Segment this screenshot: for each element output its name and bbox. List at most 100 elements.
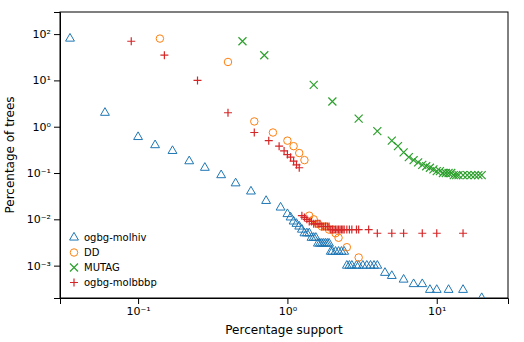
point [127, 37, 135, 45]
tick: 10⁻¹ [126, 298, 150, 318]
tick: 10⁻¹ [27, 167, 60, 180]
tick-mark [54, 34, 60, 35]
legend-label: ogbg-molbbbp [84, 277, 157, 288]
point [247, 186, 256, 194]
tick-mark [437, 298, 438, 304]
point [238, 37, 246, 45]
point [414, 158, 422, 166]
chart: 10⁻¹ 10⁰ 10¹10⁻³ 10⁻² 10⁻¹ 10⁰ 10¹ 10² ogbg-molh… [0, 0, 524, 342]
chart-container: 10⁻¹ 10⁰ 10¹10⁻³ 10⁻² 10⁻¹ 10⁰ 10¹ 10² ogbg-molh… [0, 0, 524, 342]
series [156, 35, 362, 261]
point [224, 58, 231, 65]
legend-item: MUTAG [70, 262, 120, 273]
tick-mark [54, 127, 60, 128]
point [373, 127, 381, 135]
point [381, 268, 390, 276]
legend-label: ogbg-molhiv [84, 232, 147, 243]
legend-label: MUTAG [84, 262, 120, 273]
tick: 10⁻³ [27, 260, 60, 273]
tick: 10⁻² [27, 213, 60, 226]
point [467, 171, 475, 179]
tick-label: 10⁰ [33, 121, 52, 134]
point [388, 229, 396, 237]
point [276, 202, 285, 210]
series [238, 37, 485, 179]
point [217, 170, 226, 178]
point [365, 226, 373, 234]
point [373, 261, 382, 269]
tick-mark [54, 173, 60, 174]
point [328, 247, 337, 255]
legend-symbol [70, 249, 77, 256]
plot: 10⁻¹ 10⁰ 10¹10⁻³ 10⁻² 10⁻¹ 10⁰ 10¹ 10² ogbg-molh… [27, 12, 509, 318]
tick-label: 10⁻² [27, 213, 51, 226]
point [387, 271, 396, 279]
point [185, 156, 194, 164]
point [310, 81, 318, 89]
legend-item: ogbg-molbbbp [70, 277, 157, 288]
tick: 10⁰ [33, 121, 60, 134]
tick-label: 10⁰ [279, 305, 298, 318]
series [127, 37, 467, 237]
point [477, 293, 486, 298]
point [409, 279, 418, 287]
point [168, 146, 177, 154]
tick-mark [54, 266, 60, 267]
point [455, 171, 463, 179]
point [459, 229, 467, 237]
y-axis-title: Percentage of trees [3, 96, 17, 213]
point [260, 51, 268, 59]
tick: 10² [33, 28, 60, 41]
point [66, 33, 75, 41]
legend-symbol [70, 264, 78, 272]
point [432, 285, 441, 293]
point [284, 137, 291, 144]
point [134, 132, 143, 140]
point [418, 229, 426, 237]
point [355, 254, 362, 261]
point [459, 171, 467, 179]
tick-mark [54, 219, 60, 220]
tick: 10⁰ [279, 298, 298, 318]
point [444, 285, 453, 293]
tick-mark [54, 80, 60, 81]
point [290, 142, 297, 149]
points [66, 33, 487, 298]
point [400, 229, 408, 237]
axis-line [61, 299, 509, 305]
tick: 10¹ [33, 74, 60, 87]
legend-item: DD [70, 247, 99, 258]
legend-label: DD [84, 247, 100, 258]
point [231, 178, 240, 186]
plot-frame [60, 12, 508, 298]
point [325, 238, 334, 246]
point [295, 149, 302, 156]
legend-symbol [70, 232, 79, 240]
tick-mark [287, 298, 288, 304]
point [160, 51, 168, 59]
point [355, 115, 363, 123]
point [328, 98, 336, 106]
tick-label: 10⁻¹ [126, 305, 150, 318]
y-axis: 10⁻³ 10⁻² 10⁻¹ 10⁰ 10¹ 10² [27, 13, 61, 299]
point [200, 163, 209, 171]
point [295, 164, 303, 172]
point [269, 129, 276, 136]
point [301, 156, 308, 163]
point [418, 279, 427, 287]
tick-mark [138, 298, 139, 304]
point [343, 243, 350, 250]
point [478, 171, 486, 179]
tick-label: 10¹ [33, 74, 51, 87]
legend-symbol [70, 279, 78, 287]
point [433, 229, 441, 237]
point [331, 247, 340, 255]
point [399, 274, 408, 282]
point [463, 171, 471, 179]
point [265, 137, 273, 145]
point [355, 226, 363, 234]
point [151, 140, 160, 148]
axis-line [54, 13, 61, 299]
point [405, 153, 413, 161]
point [250, 128, 258, 136]
